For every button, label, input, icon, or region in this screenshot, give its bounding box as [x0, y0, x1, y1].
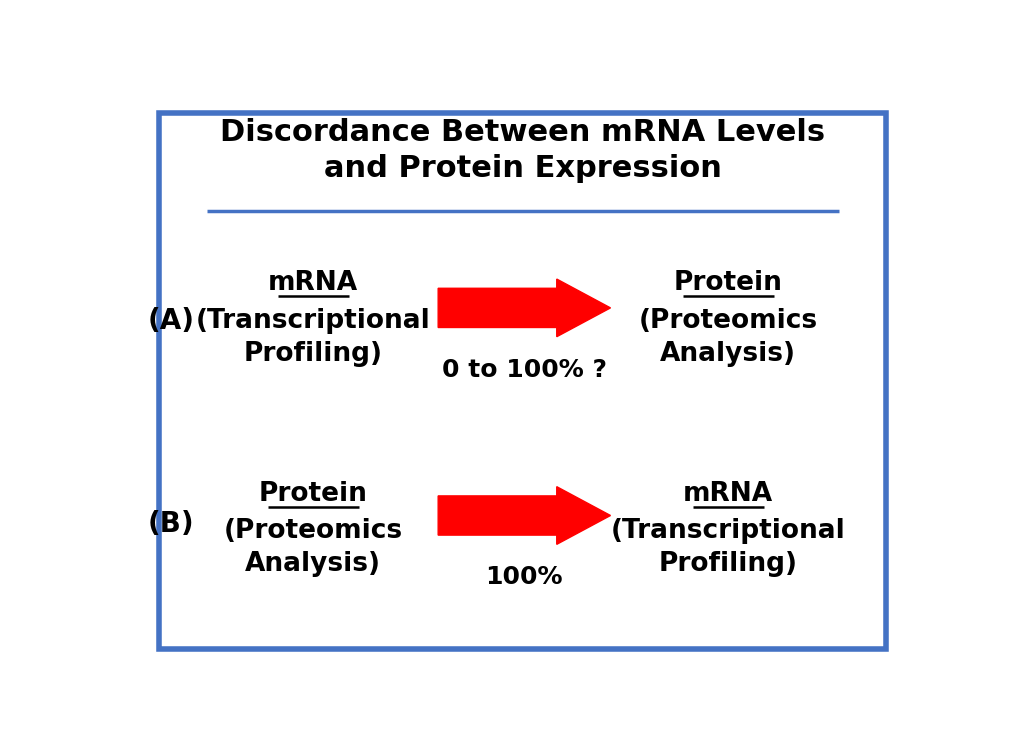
- Text: Discordance Between mRNA Levels
and Protein Expression: Discordance Between mRNA Levels and Prot…: [220, 118, 824, 183]
- Text: Protein: Protein: [259, 481, 367, 506]
- FancyBboxPatch shape: [159, 113, 886, 649]
- Text: 0 to 100% ?: 0 to 100% ?: [441, 357, 606, 381]
- Text: (Proteomics
Analysis): (Proteomics Analysis): [223, 518, 403, 577]
- Text: Protein: Protein: [674, 270, 782, 296]
- Text: (Transcriptional
Profiling): (Transcriptional Profiling): [196, 308, 430, 367]
- Text: (A): (A): [148, 306, 195, 335]
- Text: mRNA: mRNA: [268, 270, 358, 296]
- Text: (Proteomics
Analysis): (Proteomics Analysis): [638, 308, 817, 367]
- FancyArrow shape: [438, 487, 610, 545]
- Text: mRNA: mRNA: [683, 481, 772, 506]
- Text: (B): (B): [148, 509, 194, 538]
- Text: (Transcriptional
Profiling): (Transcriptional Profiling): [610, 518, 845, 577]
- FancyArrow shape: [438, 279, 610, 337]
- Text: 100%: 100%: [485, 565, 562, 589]
